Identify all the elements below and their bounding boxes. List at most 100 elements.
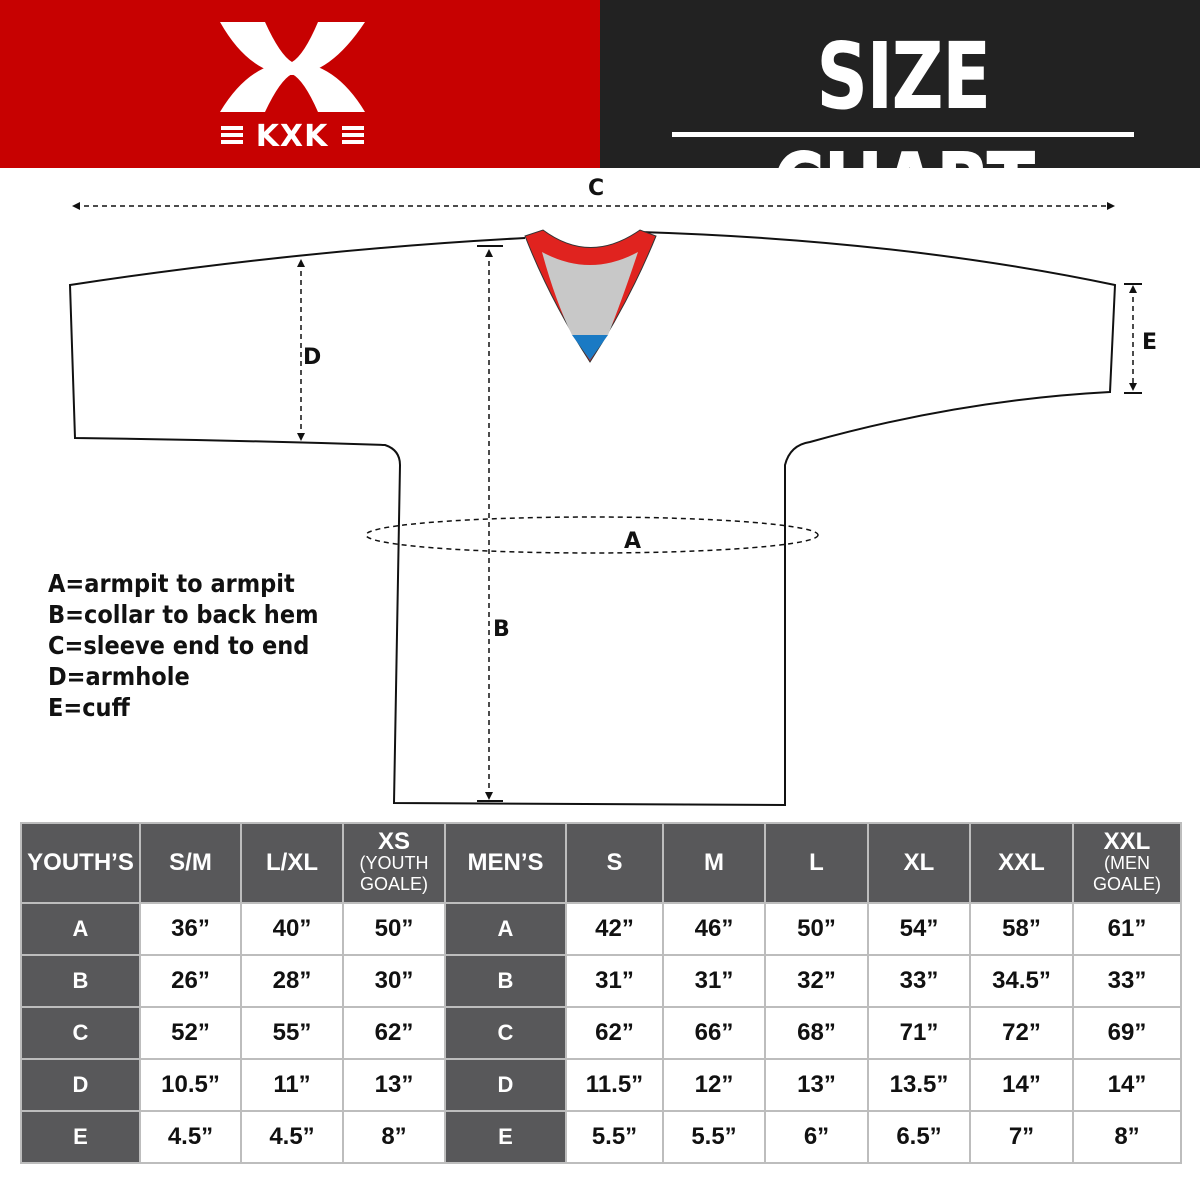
men-value: 58” — [969, 902, 1074, 956]
row-label: A — [444, 902, 567, 956]
youth-value: 4.5” — [139, 1110, 242, 1164]
men-value: 50” — [764, 902, 869, 956]
row-label: A — [20, 902, 141, 956]
legend-item: C=sleeve end to end — [48, 631, 310, 660]
men-value: 69” — [1072, 1006, 1182, 1060]
men-value: 13” — [764, 1058, 869, 1112]
brand-banner: KXK — [0, 0, 600, 168]
row-label: B — [20, 954, 141, 1008]
table-row: D 10.5” 11” 13” D 11.5” 12” 13” 13.5” 14” 14” — [20, 1058, 1182, 1112]
size-label: XS — [377, 828, 410, 855]
row-label: E — [444, 1110, 567, 1164]
men-size-header: XL — [867, 822, 971, 904]
youth-value: 55” — [240, 1006, 344, 1060]
row-label: D — [444, 1058, 567, 1112]
row-label: C — [444, 1006, 567, 1060]
legend-item: A=armpit to armpit — [48, 569, 295, 598]
men-value: 42” — [565, 902, 664, 956]
size-sublabel: (MEN — [1104, 853, 1150, 873]
page-title: SIZE CHART — [772, 23, 1035, 240]
youth-value: 62” — [342, 1006, 446, 1060]
size-label: S/M — [169, 849, 212, 876]
men-value: 71” — [867, 1006, 971, 1060]
men-value: 62” — [565, 1006, 664, 1060]
men-value: 5.5” — [565, 1110, 664, 1164]
men-header: MEN’S — [444, 822, 567, 904]
men-size-header: L — [764, 822, 869, 904]
men-value: 8” — [1072, 1110, 1182, 1164]
youth-value: 4.5” — [240, 1110, 344, 1164]
jersey-outline — [68, 231, 1117, 807]
size-label: XXL — [1103, 828, 1151, 855]
size-label: S — [606, 849, 623, 876]
size-label: L/XL — [266, 849, 318, 876]
men-size-header: M — [662, 822, 766, 904]
youth-value: 30” — [342, 954, 446, 1008]
men-value: 13.5” — [867, 1058, 971, 1112]
size-label: L — [809, 849, 824, 876]
men-value: 32” — [764, 954, 869, 1008]
title-underline — [672, 132, 1134, 137]
men-size-header: XXL (MEN GOALE) — [1072, 822, 1182, 904]
men-value: 14” — [1072, 1058, 1182, 1112]
legend-item: E=cuff — [48, 693, 130, 722]
men-value: 12” — [662, 1058, 766, 1112]
men-size-header: S — [565, 822, 664, 904]
row-label: D — [20, 1058, 141, 1112]
label-e: E — [1142, 330, 1158, 355]
label-d: D — [303, 345, 322, 370]
row-label: C — [20, 1006, 141, 1060]
table-row: C 52” 55” 62” C 62” 66” 68” 71” 72” 69” — [20, 1006, 1182, 1060]
men-value: 66” — [662, 1006, 766, 1060]
men-value: 7” — [969, 1110, 1074, 1164]
label-b: B — [493, 617, 510, 642]
legend-item: B=collar to back hem — [48, 600, 319, 629]
table-row: A 36” 40” 50” A 42” 46” 50” 54” 58” 61” — [20, 902, 1182, 956]
men-size-header: XXL — [969, 822, 1074, 904]
men-value: 33” — [1072, 954, 1182, 1008]
men-value: 31” — [565, 954, 664, 1008]
size-sublabel: GOALE) — [1092, 874, 1162, 894]
youth-size-header: XS (YOUTH GOALE) — [342, 822, 446, 904]
row-label: B — [444, 954, 567, 1008]
title-banner — [600, 0, 1200, 168]
youth-value: 40” — [240, 902, 344, 956]
youth-value: 50” — [342, 902, 446, 956]
row-label: E — [20, 1110, 141, 1164]
label-a: A — [624, 529, 642, 554]
men-value: 33” — [867, 954, 971, 1008]
men-value: 5.5” — [662, 1110, 766, 1164]
youth-value: 13” — [342, 1058, 446, 1112]
men-value: 11.5” — [565, 1058, 664, 1112]
kxk-logo: KXK — [220, 22, 365, 154]
size-label: XL — [903, 849, 935, 876]
size-sublabel: GOALE) — [359, 874, 429, 894]
youth-size-header: L/XL — [240, 822, 344, 904]
svg-text:KXK: KXK — [256, 119, 329, 154]
youth-value: 8” — [342, 1110, 446, 1164]
youth-value: 10.5” — [139, 1058, 242, 1112]
youth-value: 52” — [139, 1006, 242, 1060]
youth-value: 11” — [240, 1058, 344, 1112]
youth-size-header: S/M — [139, 822, 242, 904]
table-row: E 4.5” 4.5” 8” E 5.5” 5.5” 6” 6.5” 7” 8” — [20, 1110, 1182, 1164]
size-sublabel: (YOUTH — [359, 853, 429, 873]
label-c: C — [588, 176, 605, 201]
men-value: 68” — [764, 1006, 869, 1060]
jersey-diagram — [68, 202, 1142, 807]
men-value: 61” — [1072, 902, 1182, 956]
men-value: 54” — [867, 902, 971, 956]
youth-header: YOUTH’S — [20, 822, 141, 904]
youth-value: 28” — [240, 954, 344, 1008]
youth-value: 36” — [139, 902, 242, 956]
men-value: 6” — [764, 1110, 869, 1164]
measurement-legend: A=armpit to armpit B=collar to back hem … — [48, 568, 349, 723]
men-value: 31” — [662, 954, 766, 1008]
men-value: 72” — [969, 1006, 1074, 1060]
youth-value: 26” — [139, 954, 242, 1008]
men-value: 6.5” — [867, 1110, 971, 1164]
size-label: XXL — [998, 849, 1045, 876]
table-row: B 26” 28” 30” B 31” 31” 32” 33” 34.5” 33” — [20, 954, 1182, 1008]
legend-item: D=armhole — [48, 662, 190, 691]
size-label: M — [704, 849, 724, 876]
